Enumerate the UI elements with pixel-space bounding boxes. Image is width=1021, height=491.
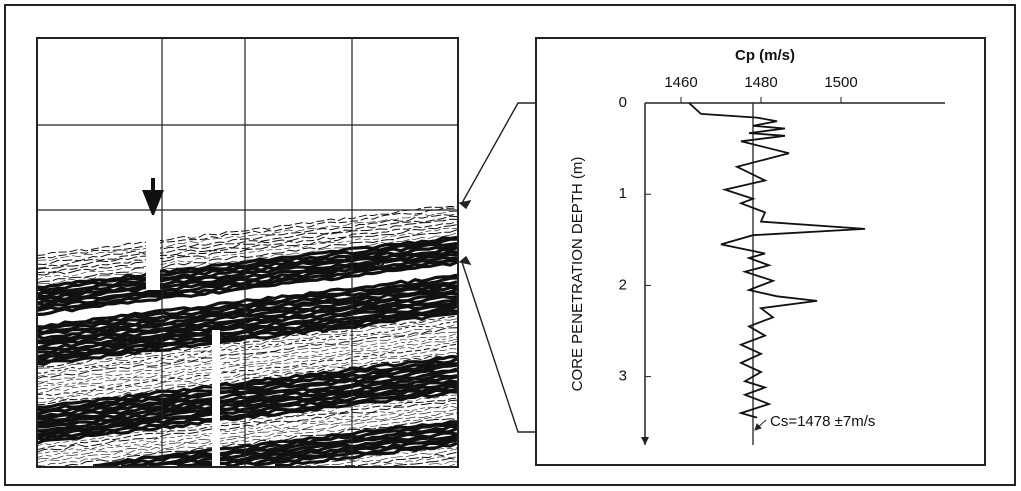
connector (461, 261, 535, 433)
velocity-profile (688, 102, 866, 419)
seismic-reflector (36, 336, 458, 387)
seismic-reflector (36, 389, 458, 445)
seismic-reflector (36, 260, 458, 317)
seismic-reflector (36, 348, 458, 399)
y-axis-arrow (641, 437, 649, 445)
seismic-reflector (64, 418, 458, 467)
seismic-reflector (36, 408, 458, 460)
seismic-reflector (36, 205, 458, 256)
seismic-reflector (99, 423, 458, 468)
seismic-reflector (36, 241, 458, 296)
seismic-reflector (36, 297, 458, 351)
seismic-frame (36, 37, 459, 468)
seismic-reflector (37, 375, 458, 429)
core-trace (212, 330, 220, 467)
seismic-reflector (176, 431, 458, 468)
seismic-reflector (36, 224, 458, 276)
seismic-reflector (36, 283, 458, 337)
seismic-reflector (36, 256, 458, 310)
seismic-reflector (36, 411, 458, 464)
seismic-reflector (197, 433, 458, 467)
seismic-reflector (120, 424, 458, 468)
seismic-reflector (36, 207, 458, 259)
seismic-reflector (36, 311, 458, 367)
seismic-reflector (36, 384, 458, 439)
y-tick-label: 0 (619, 94, 627, 111)
seismic-grid (37, 38, 458, 467)
y-tick-label: 1 (619, 185, 627, 202)
outer-frame (4, 4, 1016, 486)
seismic-reflector (36, 327, 458, 380)
y-axis-label: CORE PENETRATION DEPTH (m) (569, 157, 586, 392)
seismic-reflector (36, 367, 458, 421)
seismic-reflector (36, 253, 458, 307)
seismic-reflector (36, 323, 458, 377)
connector (461, 102, 535, 204)
seismic-reflector (36, 315, 458, 368)
seismic-reflector (36, 374, 458, 427)
core-hole (146, 215, 160, 290)
seismic-reflector (36, 211, 458, 261)
seismic-reflector (449, 463, 458, 467)
seismic-reflector (36, 291, 457, 345)
seismic-reflector (36, 273, 458, 329)
seismic-reflector (36, 229, 458, 283)
seismic-reflector (295, 447, 458, 466)
seismic-reflector (274, 441, 458, 468)
y-tick-label: 3 (619, 368, 627, 385)
chart-frame (535, 37, 986, 466)
seismic-reflector (36, 355, 458, 409)
seismic-reflector (36, 305, 458, 361)
seismic-reflector (36, 227, 458, 281)
seismic-image (36, 38, 458, 468)
core-arrow (142, 178, 164, 218)
seismic-reflector (36, 276, 458, 332)
seismic-reflector (36, 341, 458, 394)
seismic-reflector (36, 321, 458, 374)
seismic-reflector (36, 220, 458, 274)
seismic-reflector (36, 246, 458, 301)
x-axis-label: Cp (m/s) (735, 47, 795, 64)
seismic-reflector (344, 451, 458, 467)
annotation-arrow (754, 419, 767, 431)
seismic-reflector (36, 397, 458, 451)
seismic-reflector (148, 427, 458, 468)
seismic-reflector (36, 399, 458, 453)
seismic-reflector (393, 457, 458, 467)
seismic-reflector (36, 218, 458, 270)
seismic-reflector (36, 331, 458, 383)
x-tick-label: 1460 (664, 74, 697, 91)
seismic-reflector (372, 456, 458, 466)
seismic-reflector (36, 352, 458, 406)
annotation: Cs=1478 ±7m/s (770, 413, 875, 430)
seismic-reflector (36, 413, 458, 467)
x-tick-label: 1500 (824, 74, 857, 91)
connector-arrowhead (458, 200, 472, 265)
seismic-reflector (36, 213, 458, 266)
seismic-reflector (36, 379, 458, 433)
seismic-reflector (36, 338, 458, 391)
seismic-reflector (36, 294, 458, 350)
seismic-reflector (36, 333, 458, 385)
seismic-reflector (36, 361, 458, 416)
seismic-reflector (36, 280, 458, 335)
seismic-reflector (225, 436, 458, 468)
image-label: S (375, 253, 385, 270)
seismic-reflector (36, 249, 458, 305)
seismic-reflector (36, 351, 458, 403)
seismic-reflector (428, 461, 458, 465)
seismic-reflector (92, 420, 457, 468)
x-tick-label: 1480 (744, 74, 777, 91)
seismic-reflector (36, 215, 458, 269)
seismic-reflector (36, 318, 458, 369)
y-tick-label: 2 (619, 276, 627, 293)
seismic-reflector (36, 357, 458, 413)
seismic-reflector (253, 438, 458, 467)
connectors (458, 102, 535, 433)
